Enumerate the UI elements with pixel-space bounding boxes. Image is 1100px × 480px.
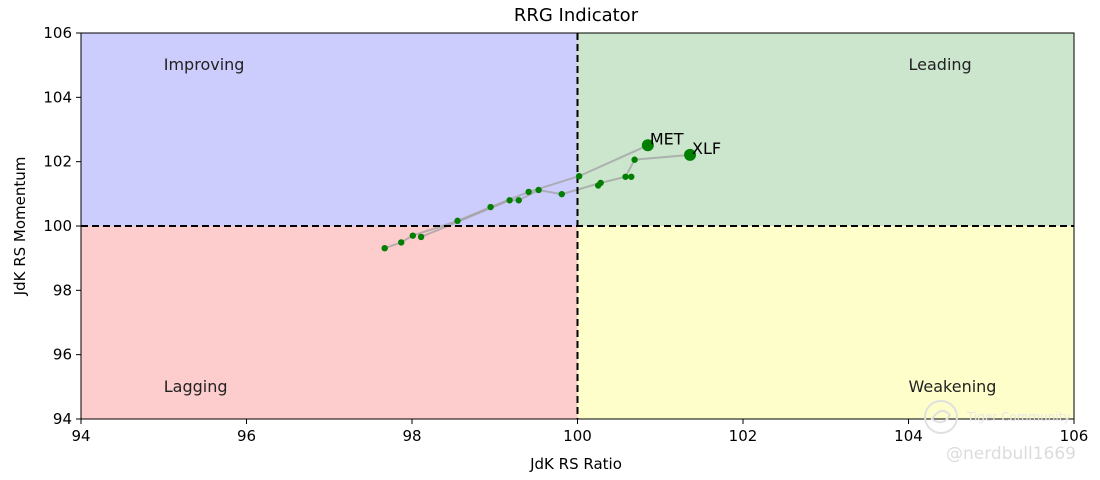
quadrant-layer bbox=[81, 33, 1074, 419]
point-xlf bbox=[622, 173, 629, 180]
point-head-met bbox=[641, 139, 654, 152]
x-tick-label: 104 bbox=[894, 427, 923, 445]
y-tick-label: 106 bbox=[43, 24, 72, 42]
point-xlf bbox=[558, 190, 565, 198]
x-tick-label: 98 bbox=[402, 427, 421, 445]
point-xlf bbox=[506, 197, 513, 204]
point-met bbox=[575, 172, 583, 180]
point-met bbox=[398, 239, 405, 246]
quadrant-lagging bbox=[81, 226, 578, 419]
point-met bbox=[381, 244, 388, 252]
point-met bbox=[454, 217, 461, 225]
label-layer: Improving Leading Lagging Weakening MET XLF bbox=[164, 55, 997, 396]
quadrant-label-lagging: Lagging bbox=[164, 377, 228, 396]
x-tick-label: 100 bbox=[563, 427, 592, 445]
point-xlf bbox=[535, 186, 542, 194]
point-met bbox=[525, 188, 532, 196]
quadrant-label-leading: Leading bbox=[909, 55, 972, 74]
point-head-xlf bbox=[684, 148, 697, 161]
point bbox=[628, 173, 635, 180]
series-label-met: MET bbox=[650, 129, 684, 148]
point-layer bbox=[381, 139, 697, 252]
quadrant-weakening bbox=[577, 226, 1074, 419]
point-xlf bbox=[515, 197, 522, 204]
series-label-xlf: XLF bbox=[692, 139, 721, 158]
x-tick-label: 106 bbox=[1060, 427, 1089, 445]
y-tick-label: 104 bbox=[43, 88, 72, 106]
y-tick-label: 98 bbox=[53, 281, 72, 299]
y-tick-label: 94 bbox=[53, 410, 72, 428]
x-tick-label: 102 bbox=[729, 427, 758, 445]
x-tick-label: 96 bbox=[237, 427, 256, 445]
quadrant-label-weakening: Weakening bbox=[909, 377, 997, 396]
watermark-logo-icon bbox=[923, 399, 959, 435]
point-xlf bbox=[631, 156, 638, 163]
quadrant-label-improving: Improving bbox=[164, 55, 245, 74]
x-tick-label: 94 bbox=[71, 427, 90, 445]
point bbox=[594, 182, 602, 189]
y-tick-label: 100 bbox=[43, 217, 72, 235]
x-axis-label: JdK RS Ratio bbox=[529, 455, 622, 473]
point-met bbox=[409, 232, 417, 239]
watermark-brand: Tiger Community bbox=[967, 410, 1071, 424]
y-tick-label: 102 bbox=[43, 153, 72, 171]
quadrant-leading bbox=[577, 33, 1074, 226]
point-met bbox=[487, 203, 494, 211]
y-axis-label: JdK RS Momentum bbox=[11, 157, 29, 297]
chart-title: RRG Indicator bbox=[514, 5, 639, 26]
point-xlf bbox=[417, 233, 425, 241]
y-tick-label: 96 bbox=[53, 346, 72, 364]
quadrant-improving bbox=[81, 33, 578, 226]
center-lines bbox=[81, 33, 1074, 419]
watermark-handle: @nerdbull1669 bbox=[946, 444, 1076, 464]
tick-layer: 94 96 98 100 102 104 106 94 96 98 100 102 104 106 bbox=[43, 24, 1088, 445]
